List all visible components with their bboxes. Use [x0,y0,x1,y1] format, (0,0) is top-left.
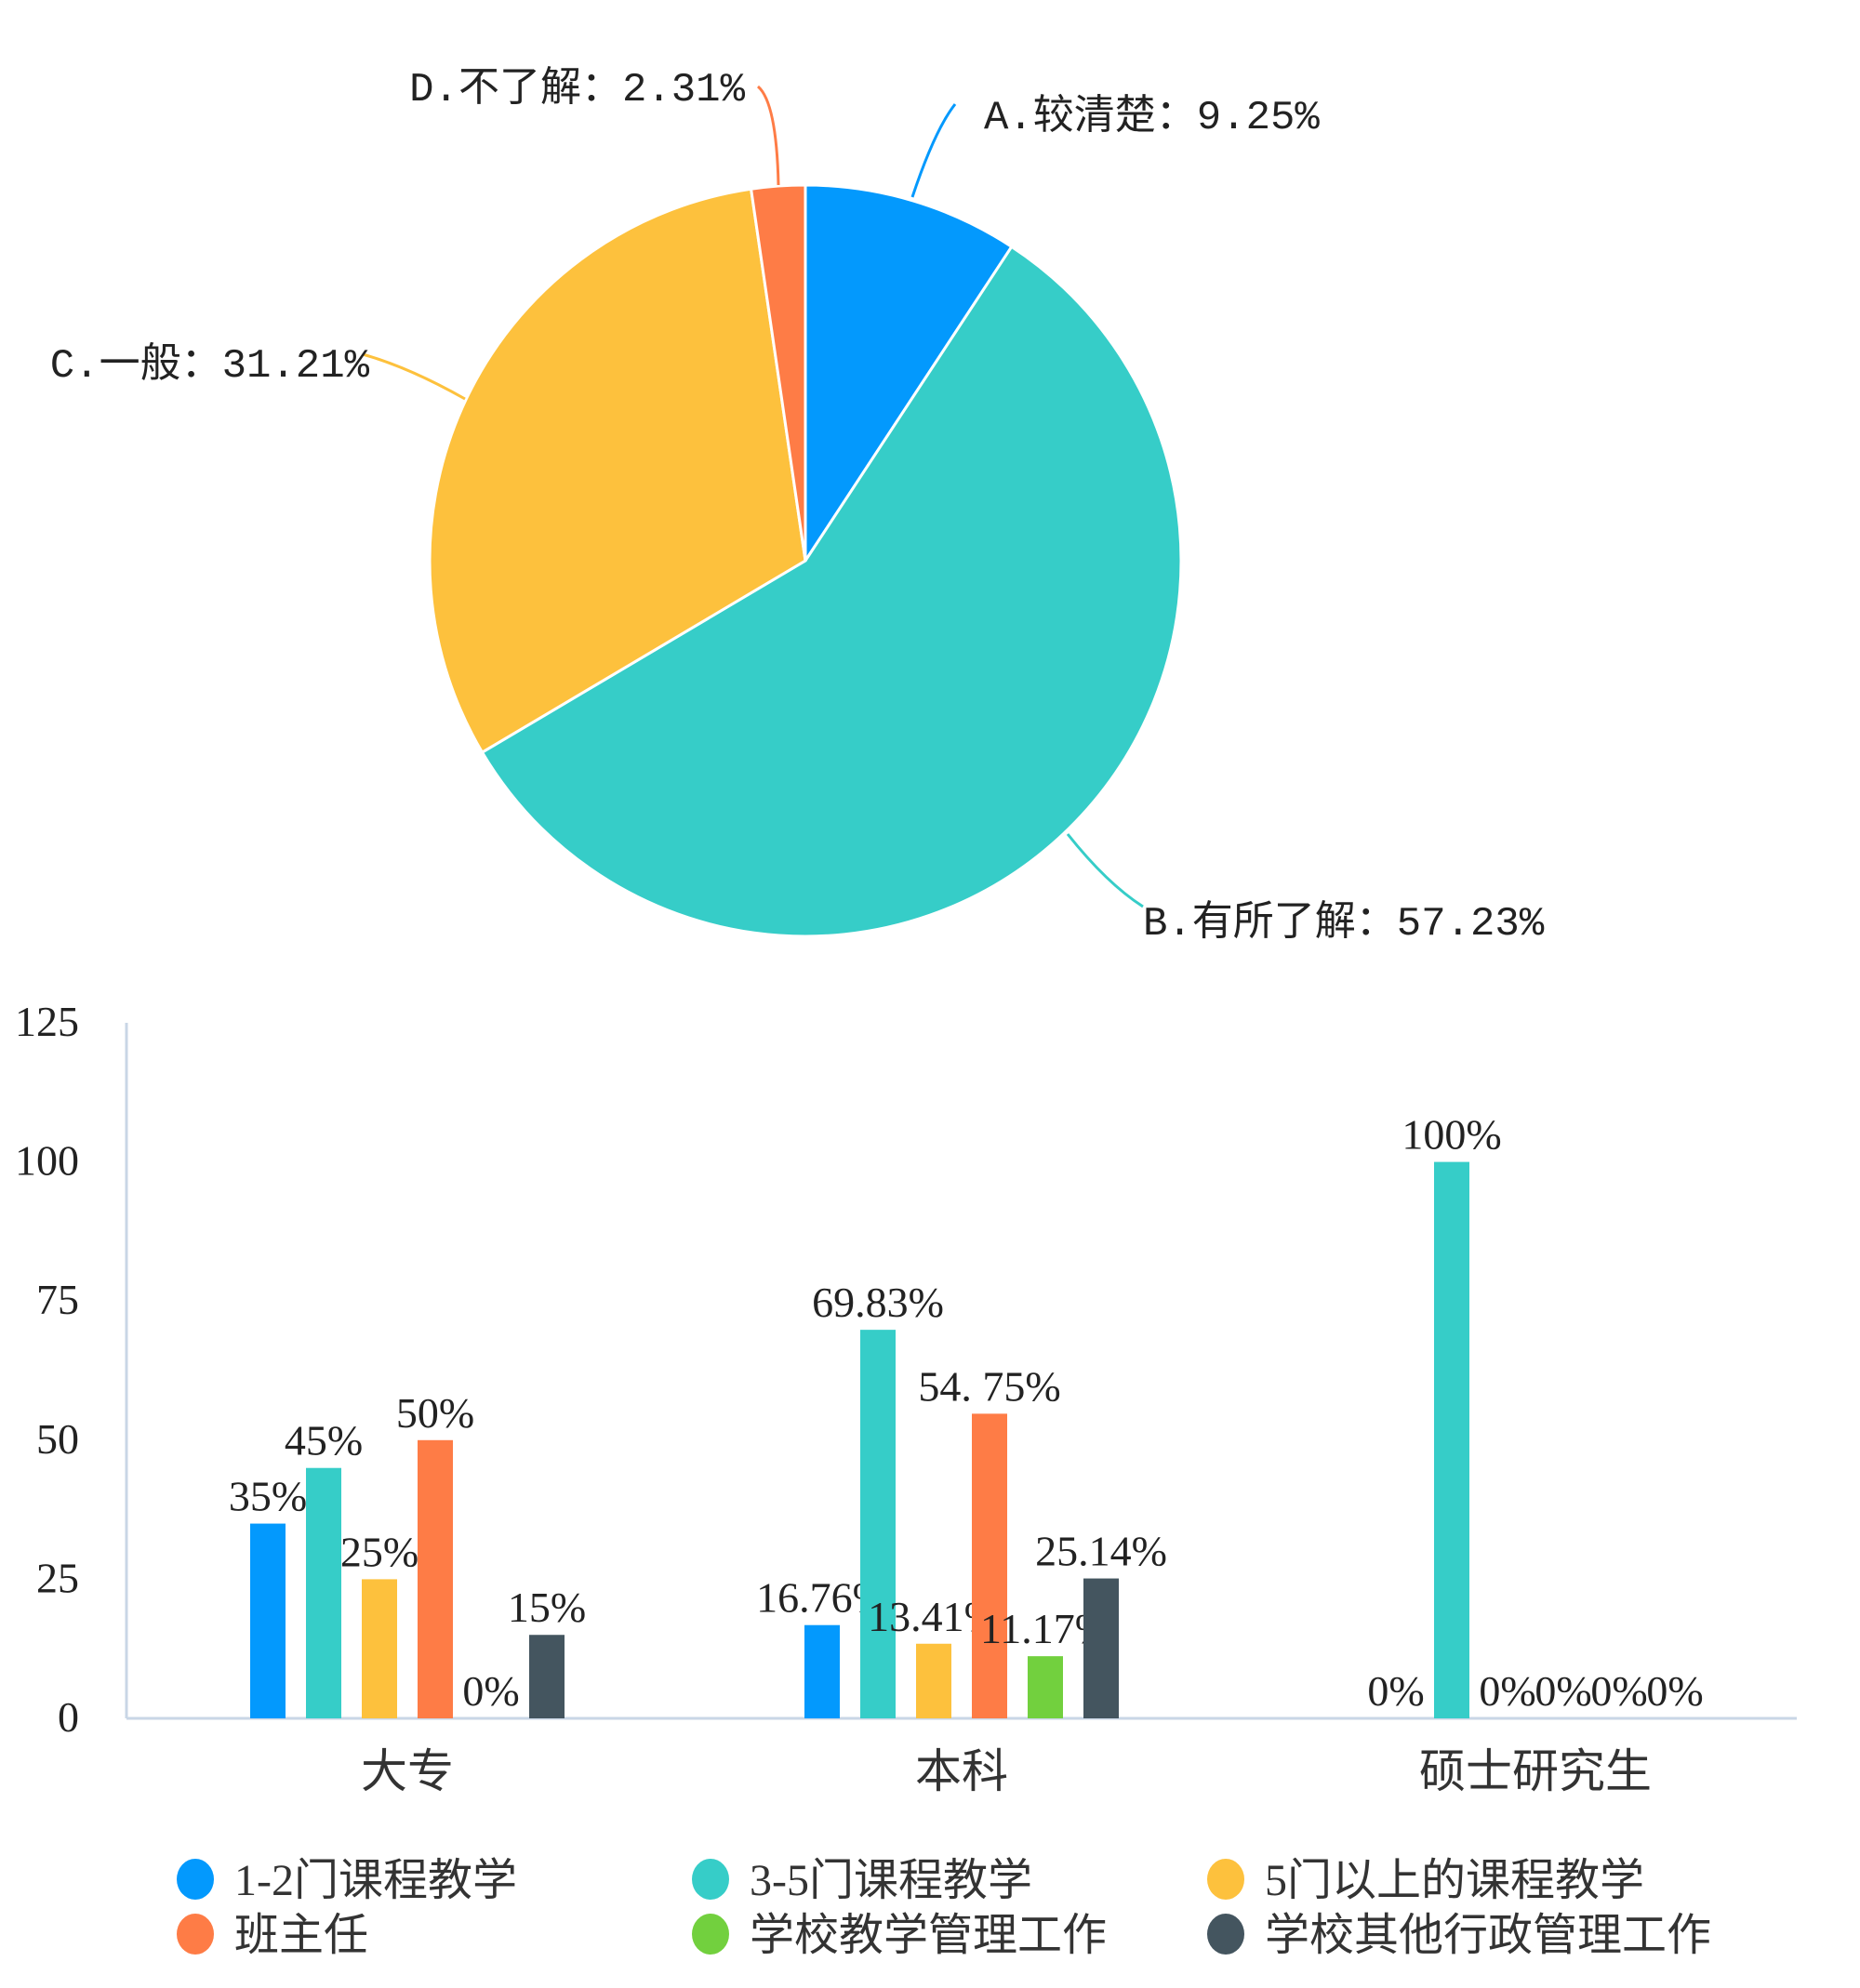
legend-label: 3-5门课程教学 [750,1856,1032,1905]
legend-item: 3-5门课程教学 [692,1856,1032,1905]
legend-label: 学校其他行政管理工作 [1265,1911,1711,1960]
y-tick-label: 50 [36,1415,79,1463]
legend-item: 班主任 [177,1911,368,1960]
pie-label: A.较清楚：9.25% [984,93,1320,141]
pie-slice [428,187,807,755]
bar-chart: 0255075100125大专35%45%25%50%0%15%本科16.76%… [15,998,1797,1960]
x-category-label: 大专 [361,1745,454,1797]
pie-leader-line [910,103,957,198]
bar-value-label: 0% [1367,1667,1424,1715]
legend-swatch-icon [692,1859,729,1900]
bar-value-label: 0% [462,1667,519,1715]
bar [1434,1161,1469,1718]
bar [860,1330,896,1718]
y-tick-label: 125 [15,998,79,1045]
y-tick-label: 25 [36,1554,79,1601]
bar-value-label: 25.14% [1035,1528,1167,1575]
bar-value-label: 45% [285,1417,363,1464]
bar-value-label: 100% [1402,1111,1501,1159]
legend-label: 5门以上的课程教学 [1265,1856,1644,1905]
legend-item: 1-2门课程教学 [177,1856,517,1905]
bar-value-label: 15% [508,1584,586,1631]
pie-label: B.有所了解：57.23% [1143,899,1545,948]
pie-slice [480,245,1183,938]
y-tick-label: 75 [36,1276,79,1323]
pie-leader-line [1066,833,1144,908]
bar [972,1413,1007,1718]
pie-label: D.不了解：2.31% [409,65,745,113]
x-category-label: 本科 [915,1745,1008,1797]
bar [418,1439,453,1718]
bar-value-label: 0% [1534,1667,1591,1715]
pie-leader-line [756,85,780,186]
legend-swatch-icon [1207,1914,1244,1955]
bar [916,1643,951,1718]
bar-value-label: 0% [1646,1667,1703,1715]
bar-value-label: 25% [340,1528,418,1575]
legend-swatch-icon [692,1914,729,1955]
legend-item: 学校其他行政管理工作 [1207,1911,1711,1960]
pie-slice [804,183,1014,566]
bar-value-label: 35% [229,1473,307,1520]
legend-swatch-icon [177,1859,214,1900]
legend-label: 学校教学管理工作 [750,1911,1107,1960]
legend-item: 5门以上的课程教学 [1207,1856,1644,1905]
bar [1083,1578,1119,1718]
bar-value-label: 0% [1590,1667,1647,1715]
legend-item: 学校教学管理工作 [692,1911,1107,1960]
bar [306,1467,341,1718]
pie-chart: A.较清楚：9.25% B.有所了解：57.23% C.一般：31.21% D.不了解… [50,65,1545,948]
bar-value-label: 69.83% [812,1279,944,1326]
x-category-label: 硕士研究生 [1419,1745,1652,1797]
bar-value-label: 54. 75% [918,1362,1060,1410]
bar [362,1579,397,1718]
legend-swatch-icon [177,1914,214,1955]
bar-value-label: 0% [1479,1667,1535,1715]
pie-leader-line [362,352,466,401]
bar [529,1635,565,1718]
legend-swatch-icon [1207,1859,1244,1900]
pie-slice [749,183,807,562]
pie-label: C.一般：31.21% [50,341,370,390]
legend-label: 班主任 [234,1911,368,1960]
bar [250,1523,286,1718]
bar [804,1624,840,1718]
y-tick-label: 0 [58,1693,79,1741]
legend-label: 1-2门课程教学 [234,1856,517,1905]
bar [1028,1656,1063,1718]
y-tick-label: 100 [15,1137,79,1185]
bar-value-label: 50% [396,1389,474,1437]
